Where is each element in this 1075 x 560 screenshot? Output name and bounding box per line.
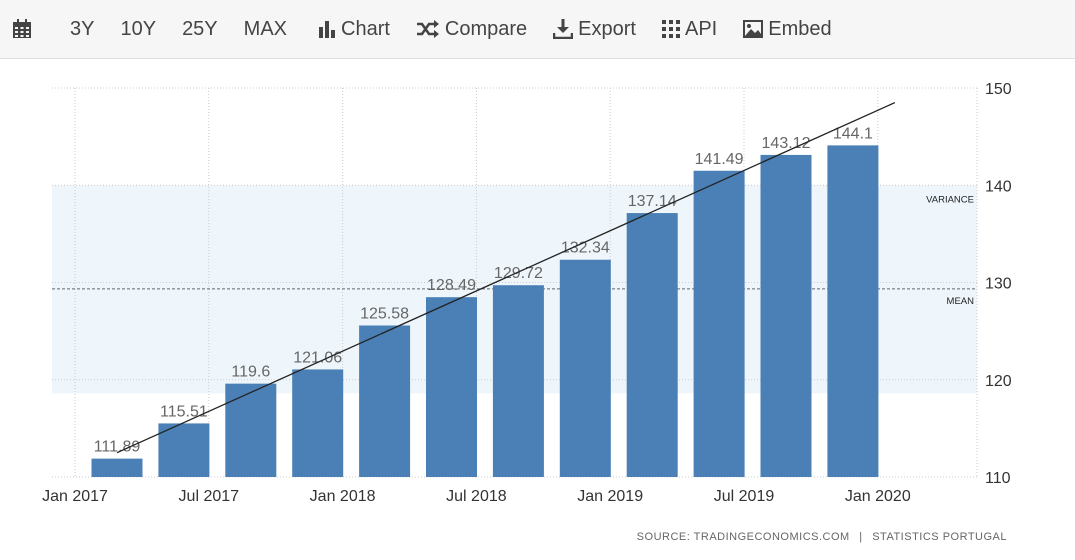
x-tick-label: Jul 2019 (714, 488, 775, 505)
bar (359, 325, 411, 477)
x-tick-label: Jan 2019 (577, 488, 643, 505)
chart-canvas: 110 120 130 140 150 MEAN VARIANCE 111.89 115.51 1… (42, 81, 1012, 505)
range-3y-button[interactable]: 3Y (70, 17, 95, 40)
bar (426, 297, 477, 477)
calendar-button[interactable] (0, 0, 57, 58)
api-button[interactable]: API (654, 0, 725, 58)
bar-value-label: 115.51 (160, 403, 208, 420)
x-tick-label: Jan 2018 (310, 488, 376, 505)
bar (292, 369, 344, 477)
bar-value-label: 125.58 (360, 305, 409, 322)
chart-type-button[interactable]: Chart (310, 0, 398, 58)
y-tick-label: 150 (985, 81, 1012, 98)
source-credit: SOURCE: TRADINGECONOMICS.COM | STATISTIC… (637, 531, 1007, 543)
bar-value-label: 128.49 (427, 277, 476, 294)
range-max-button[interactable]: MAX (243, 17, 287, 40)
x-tick-label: Jul 2017 (179, 488, 240, 505)
variance-label: VARIANCE (926, 194, 974, 205)
bar-chart-icon (318, 20, 336, 38)
bar (225, 383, 277, 477)
bar-value-label: 137.14 (628, 193, 677, 210)
chart-type-label: Chart (341, 17, 390, 40)
bar (91, 458, 143, 477)
embed-label: Embed (768, 17, 832, 40)
bar-value-label: 144.1 (833, 125, 873, 142)
compare-button[interactable]: Compare (408, 0, 535, 58)
x-tick-label: Jan 2020 (845, 488, 911, 505)
calendar-icon (12, 19, 32, 39)
grid-icon (661, 20, 680, 38)
bar (760, 154, 812, 477)
source-prefix: SOURCE: (636, 531, 691, 543)
bar-value-label: 119.6 (231, 364, 270, 381)
y-tick-label: 120 (985, 373, 1012, 390)
export-label: Export (578, 17, 636, 40)
shuffle-icon (416, 20, 440, 38)
bar (492, 285, 544, 477)
bar-value-label: 141.49 (695, 151, 744, 168)
range-25y-button[interactable]: 25Y (182, 17, 218, 40)
range-10y-button[interactable]: 10Y (120, 17, 157, 40)
trend-line (116, 101, 896, 454)
source-provider: STATISTICS PORTUGAL (872, 531, 1007, 543)
source-site-link[interactable]: TRADINGECONOMICS.COM (693, 531, 850, 543)
x-tick-label: Jan 2017 (42, 488, 108, 505)
bar (693, 170, 745, 477)
y-tick-label: 140 (985, 178, 1012, 195)
bar (158, 423, 210, 477)
image-icon (743, 20, 764, 38)
bar (626, 213, 678, 477)
x-tick-label: Jul 2018 (446, 488, 507, 505)
bar-value-label: 132.34 (561, 240, 610, 257)
source-separator: | (859, 531, 863, 543)
y-tick-label: 110 (985, 470, 1011, 487)
compare-label: Compare (444, 17, 528, 40)
download-icon (553, 19, 574, 39)
bar (827, 145, 879, 477)
api-label: API (684, 17, 718, 40)
bar-value-label: 143.12 (762, 135, 811, 152)
mean-label: MEAN (947, 296, 975, 307)
bar-value-label: 111.89 (94, 439, 141, 456)
chart-toolbar: 3Y 10Y 25Y MAX Chart Compare (0, 0, 1075, 59)
y-tick-label: 130 (985, 276, 1012, 293)
bar-value-label: 121.06 (293, 349, 342, 366)
embed-button[interactable]: Embed (735, 0, 839, 58)
export-button[interactable]: Export (545, 0, 644, 58)
bar (559, 259, 611, 477)
